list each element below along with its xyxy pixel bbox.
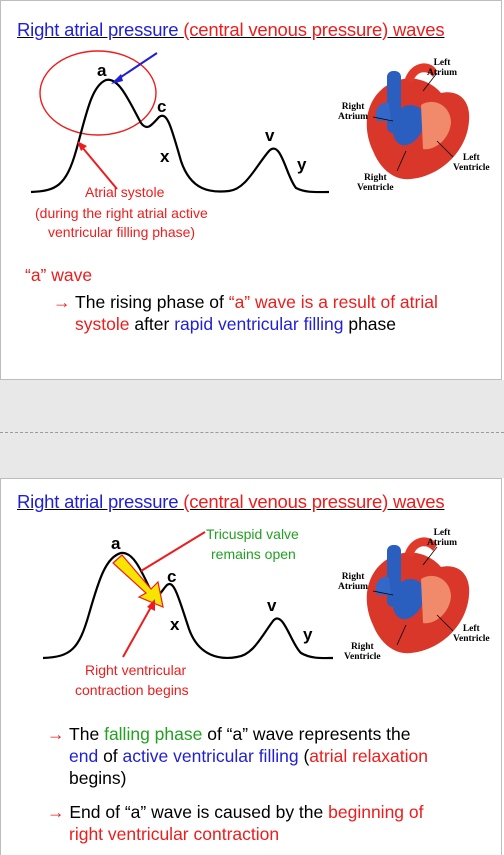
valve-pointer	[140, 531, 206, 572]
annotation-line-3: ventricular filling phase)	[48, 224, 196, 240]
wave-label-c: c	[167, 567, 177, 586]
wave-label-y: y	[297, 155, 307, 174]
wave-diagram-2	[42, 531, 470, 660]
label-left-ventricle: Left Ventricle	[453, 153, 490, 173]
contraction-pointer	[122, 606, 152, 658]
bullet-arrow: →	[53, 292, 71, 312]
title-sub: (central venous pressure) waves	[183, 491, 445, 512]
label-left-atrium: Left Atrium	[427, 58, 458, 78]
wave-label-a: a	[111, 534, 121, 553]
label-left-ventricle: Left Ventricle	[453, 624, 490, 644]
contraction-pointer-head	[147, 599, 155, 611]
wave-label-c: c	[157, 97, 167, 116]
bullet-arrow: →	[47, 802, 65, 822]
slide-1: Right atrial pressure (central venous pr…	[0, 0, 502, 380]
wave-label-v: v	[265, 126, 275, 145]
label-left-atrium: Left Atrium	[427, 528, 458, 548]
label-right-atrium: Right Atrium	[338, 102, 369, 122]
title-sub: (central venous pressure) waves	[183, 19, 445, 40]
section-heading-a-wave: “a” wave	[25, 265, 93, 285]
heart-illustration	[366, 537, 470, 654]
falling-phase-arrow	[112, 554, 164, 608]
annotation-line-2: (during the right atrial active	[35, 205, 208, 221]
pressure-wave	[30, 78, 330, 194]
label-right-ventricle: Right Ventricle	[344, 642, 381, 662]
bullet-2: → End of “a” wave is caused by the begin…	[47, 802, 424, 844]
wave-label-y: y	[303, 625, 313, 644]
blue-pointer-head	[111, 74, 123, 84]
wave-label-x: x	[170, 615, 180, 634]
slide-gap	[0, 380, 504, 478]
valve-label-line-2: remains open	[211, 546, 296, 562]
label-right-ventricle: Right Ventricle	[357, 173, 394, 193]
title-main: Right atrial pressure	[17, 19, 184, 40]
label-right-atrium: Right Atrium	[338, 572, 369, 592]
slide-2-title: Right atrial pressure (central venous pr…	[17, 491, 445, 513]
slide-2: Right atrial pressure (central venous pr…	[0, 478, 502, 855]
heart-illustration	[366, 63, 470, 180]
highlight-ellipse	[39, 50, 157, 136]
bullet-1: → The rising phase of “a” wave is a resu…	[53, 292, 438, 334]
wave-label-a: a	[97, 61, 107, 80]
slide-1-title: Right atrial pressure (central venous pr…	[17, 19, 445, 41]
bullet-arrow: →	[47, 724, 65, 744]
bullet-1: → The falling phase of “a” wave represen…	[47, 724, 428, 788]
annotation-atrial-systole: Atrial systole	[85, 184, 165, 200]
wave-label-v: v	[267, 596, 277, 615]
title-main: Right atrial pressure	[17, 491, 184, 512]
red-pointer-head	[77, 141, 87, 151]
pressure-wave	[42, 551, 334, 660]
contraction-label-line-2: contraction begins	[75, 682, 189, 698]
valve-label-line-1: Tricuspid valve	[206, 526, 299, 542]
red-pointer	[81, 146, 118, 190]
page-break-line	[0, 432, 504, 433]
blue-pointer	[114, 52, 158, 82]
wave-diagram-1	[30, 50, 470, 194]
contraction-label-line-1: Right ventricular	[85, 662, 187, 678]
wave-label-x: x	[160, 147, 170, 166]
